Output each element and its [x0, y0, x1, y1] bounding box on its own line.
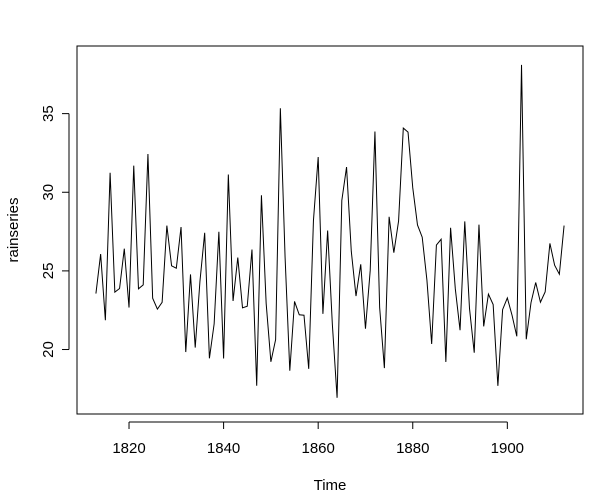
- x-tick-label: 1900: [491, 440, 524, 457]
- x-axis-label: Time: [314, 477, 347, 494]
- x-tick-label: 1880: [396, 440, 429, 457]
- plot-frame: [76, 45, 584, 415]
- x-tick-label: 1860: [301, 440, 334, 457]
- rainseries-line: [95, 64, 565, 398]
- y-axis-label: rainseries: [5, 197, 22, 262]
- x-tick-label: 1820: [112, 440, 145, 457]
- y-tick-label: 30: [40, 184, 57, 201]
- y-axis: 20 25 30 35: [40, 105, 70, 358]
- y-tick-label: 20: [40, 341, 57, 358]
- x-axis: 1820 1840 1860 1880 1900: [112, 421, 524, 457]
- y-tick-label: 25: [40, 263, 57, 280]
- x-tick-label: 1840: [207, 440, 240, 457]
- y-tick-label: 35: [40, 105, 57, 122]
